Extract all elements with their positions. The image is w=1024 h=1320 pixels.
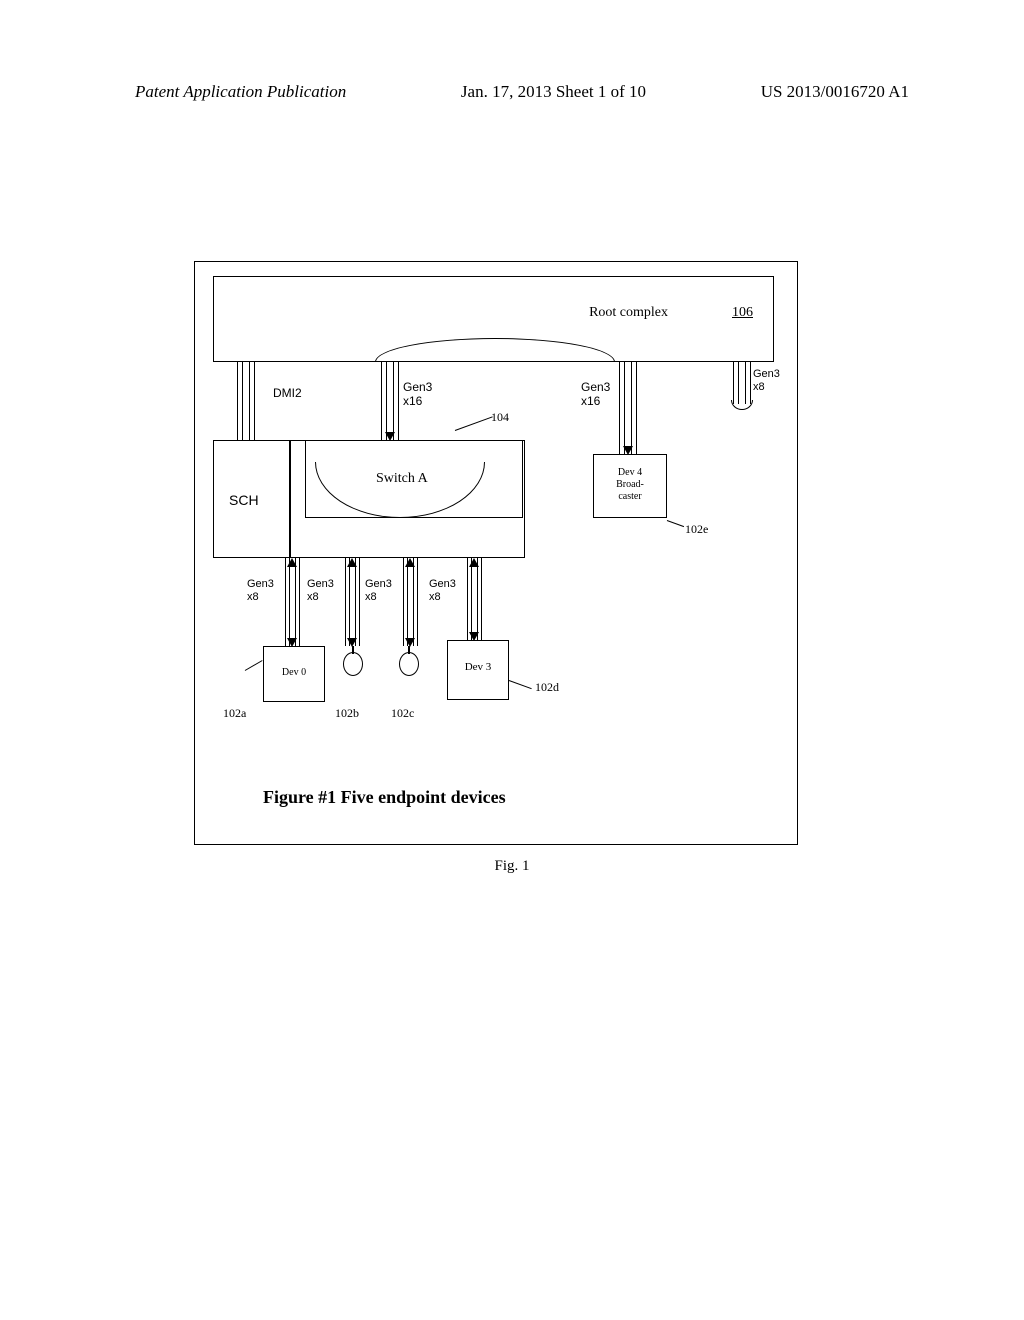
arrow-d1u (347, 558, 357, 567)
gen3x8-top-label: Gen3 x8 (753, 368, 780, 394)
link-d2 (403, 558, 408, 646)
arrow-d2u (405, 558, 415, 567)
dev4-box: Dev 4 Broad- caster (593, 454, 667, 518)
arrow-d2 (405, 638, 415, 647)
gen3x8-b3-label: Gen3 x8 (429, 578, 456, 604)
dev4-label-2: Broad- (594, 479, 666, 491)
gen3x16-a-link (381, 362, 387, 440)
dev3-box: Dev 3 (447, 640, 509, 700)
dmi2-link (237, 362, 243, 440)
link-d1b (355, 558, 360, 646)
gen3x8-top-link (733, 362, 739, 404)
dmi2-label: DMI2 (273, 386, 302, 400)
arrow-d3u (469, 558, 479, 567)
dev0-label: Dev 0 (282, 667, 306, 678)
gen3x8-b2-label: Gen3 x8 (365, 578, 392, 604)
gen3x16-a-link-b (393, 362, 399, 440)
leader-102d (509, 680, 532, 689)
ref-102b: 102b (335, 706, 359, 721)
dev2-stem (408, 646, 410, 654)
leader-102e (667, 520, 684, 527)
header-left: Patent Application Publication (135, 82, 346, 102)
link-d3 (467, 558, 472, 640)
gen3x8-b0-label: Gen3 x8 (247, 578, 274, 604)
gen3x16-a-label: Gen3 x16 (403, 380, 432, 409)
dev1-stem (352, 646, 354, 654)
sch-label: SCH (229, 492, 259, 508)
gen3x8-top-link-b (745, 362, 751, 404)
link-d0 (285, 558, 290, 646)
leader-104 (455, 416, 493, 431)
gen3x16-b-link-b (631, 362, 637, 454)
dev1-marker (343, 652, 363, 676)
ref-104: 104 (491, 410, 509, 425)
root-complex-ref: 106 (732, 305, 753, 321)
gen3x16-b-link (619, 362, 625, 454)
root-complex-label: Root complex (589, 305, 668, 321)
link-d0b (295, 558, 300, 646)
gen3x8-b1-label: Gen3 x8 (307, 578, 334, 604)
dev4-label-3: caster (594, 491, 666, 503)
ref-102a: 102a (223, 706, 246, 721)
dev4-label-1: Dev 4 (594, 467, 666, 479)
dev0-box: Dev 0 (263, 646, 325, 702)
arrow-d0u (287, 558, 297, 567)
header-right: US 2013/0016720 A1 (761, 82, 909, 102)
gen3x16-b-label: Gen3 x16 (581, 380, 610, 409)
link-d3b (477, 558, 482, 640)
ref-102e: 102e (685, 522, 708, 537)
header-center: Jan. 17, 2013 Sheet 1 of 10 (461, 82, 646, 102)
link-d2b (413, 558, 418, 646)
ref-102c: 102c (391, 706, 414, 721)
ref-102d: 102d (535, 680, 559, 695)
dmi2-link-b (249, 362, 255, 440)
link-d1 (345, 558, 350, 646)
sch-divider (289, 440, 291, 558)
figure-caption: Fig. 1 (0, 858, 1024, 875)
inner-caption: Figure #1 Five endpoint devices (263, 787, 506, 808)
page-header: Patent Application Publication Jan. 17, … (135, 82, 909, 102)
diagram-frame: Root complex 106 DMI2 Gen3 x16 Gen3 x16 … (194, 261, 798, 845)
leader-102a (245, 660, 263, 671)
dev3-label: Dev 3 (465, 661, 492, 673)
gen3x8-top-term (731, 400, 753, 410)
dev2-marker (399, 652, 419, 676)
